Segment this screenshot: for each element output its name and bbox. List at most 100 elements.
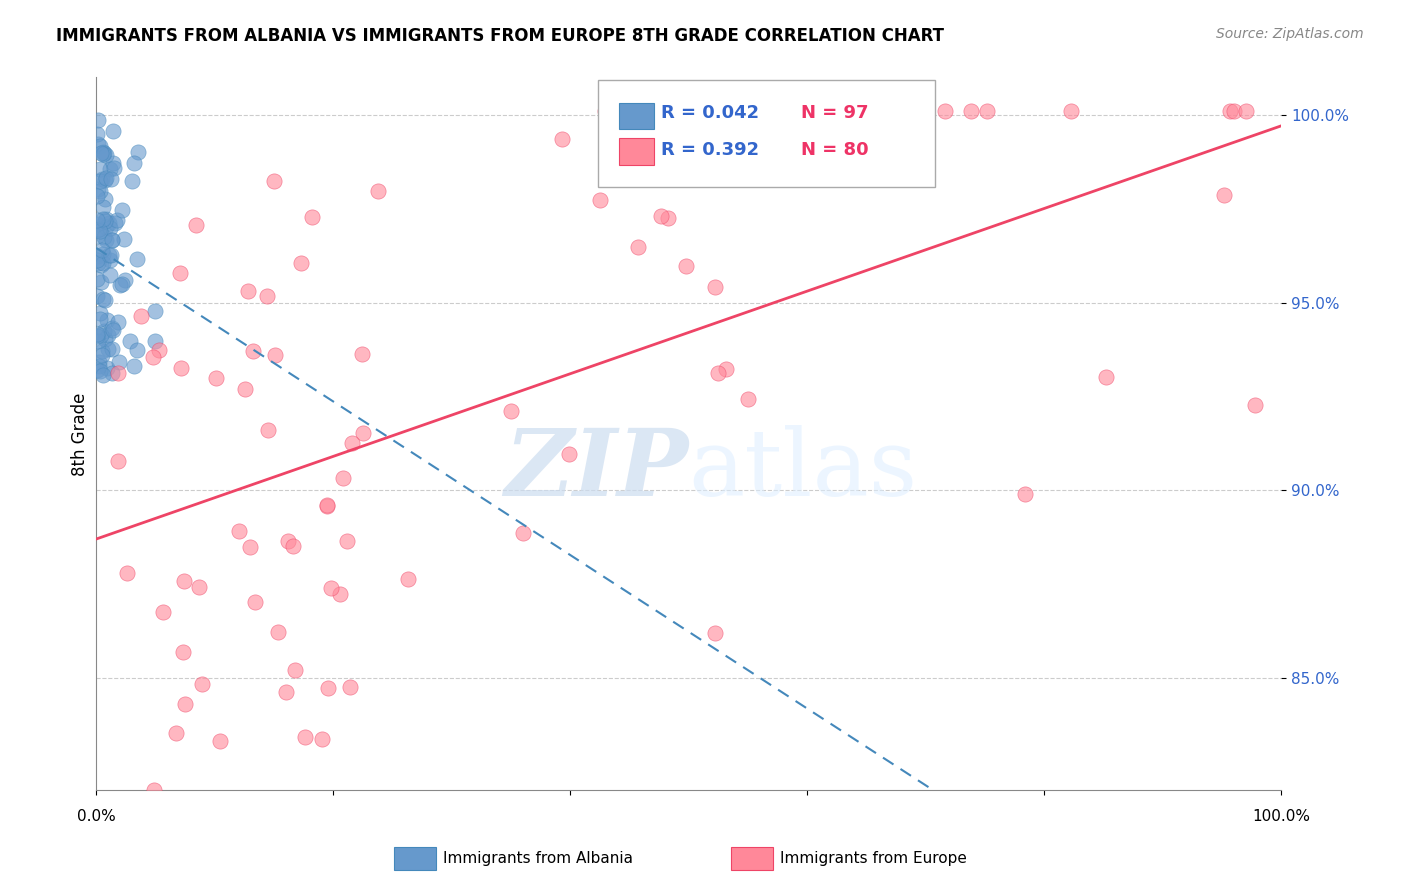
Point xyxy=(86,188,108,202)
Point xyxy=(87,222,110,236)
Point xyxy=(209,734,232,748)
Point xyxy=(675,260,697,274)
Point xyxy=(89,184,111,198)
Point xyxy=(172,645,194,659)
Point xyxy=(91,348,114,362)
Point xyxy=(91,145,114,159)
Point xyxy=(959,104,981,119)
Point xyxy=(86,212,108,227)
Point xyxy=(94,173,117,187)
Point xyxy=(87,182,110,196)
Point xyxy=(108,277,131,292)
Point xyxy=(190,677,212,691)
Point xyxy=(148,343,170,357)
Point xyxy=(122,359,145,373)
Point xyxy=(311,731,333,746)
Point xyxy=(93,293,115,307)
Point xyxy=(86,217,108,231)
Point xyxy=(98,252,121,267)
Point xyxy=(976,104,998,119)
Point xyxy=(98,268,121,282)
Point xyxy=(329,587,352,601)
Point xyxy=(319,581,342,595)
Point xyxy=(93,255,115,269)
Point xyxy=(86,228,108,243)
Point xyxy=(90,328,112,343)
Point xyxy=(120,334,142,348)
Point xyxy=(332,471,354,485)
Point xyxy=(97,342,120,356)
Point xyxy=(340,436,363,450)
Point xyxy=(336,533,359,548)
Point xyxy=(96,148,118,162)
Point xyxy=(499,404,522,418)
Point xyxy=(1095,370,1118,384)
Point xyxy=(1243,398,1265,412)
Point xyxy=(352,425,374,440)
Point xyxy=(90,171,112,186)
Text: Immigrants from Europe: Immigrants from Europe xyxy=(780,852,967,866)
Point xyxy=(89,312,111,326)
Point xyxy=(89,359,111,374)
Point xyxy=(91,292,114,306)
Point xyxy=(143,304,166,318)
Point xyxy=(256,289,278,303)
Point xyxy=(94,192,117,206)
Point xyxy=(86,137,108,152)
Point xyxy=(86,127,108,141)
Point xyxy=(94,214,117,228)
Point xyxy=(103,161,125,175)
Point xyxy=(98,248,121,262)
Point xyxy=(1212,187,1234,202)
Point xyxy=(89,174,111,188)
Point xyxy=(236,284,259,298)
Point xyxy=(367,184,389,198)
Point xyxy=(186,218,208,232)
Point xyxy=(294,730,316,744)
Point xyxy=(114,273,136,287)
Point xyxy=(290,255,312,269)
Text: N = 80: N = 80 xyxy=(801,141,869,159)
Point xyxy=(589,193,612,207)
Point xyxy=(93,145,115,160)
Point xyxy=(551,131,574,145)
Point xyxy=(233,382,256,396)
Point xyxy=(127,343,149,357)
Point xyxy=(143,783,166,797)
Text: IMMIGRANTS FROM ALBANIA VS IMMIGRANTS FROM EUROPE 8TH GRADE CORRELATION CHART: IMMIGRANTS FROM ALBANIA VS IMMIGRANTS FR… xyxy=(56,27,945,45)
Point xyxy=(89,306,111,320)
Point xyxy=(1219,104,1241,119)
Point xyxy=(122,156,145,170)
Point xyxy=(101,124,124,138)
Point xyxy=(101,342,124,356)
Point xyxy=(256,423,278,437)
Point xyxy=(627,240,650,254)
Point xyxy=(91,200,114,214)
Point xyxy=(595,104,617,119)
Point xyxy=(91,147,114,161)
Point xyxy=(125,252,148,267)
Point xyxy=(94,211,117,226)
Point xyxy=(737,392,759,406)
Point xyxy=(93,324,115,338)
Point xyxy=(98,216,121,230)
Point xyxy=(276,685,298,699)
Text: Immigrants from Albania: Immigrants from Albania xyxy=(443,852,633,866)
Point xyxy=(281,539,304,553)
Point xyxy=(90,258,112,272)
Point xyxy=(263,173,285,187)
Point xyxy=(714,361,737,376)
Point xyxy=(187,580,209,594)
Point xyxy=(97,328,120,343)
Point xyxy=(86,252,108,267)
Point xyxy=(129,309,152,323)
Point xyxy=(94,332,117,346)
Point xyxy=(94,171,117,186)
Point xyxy=(104,216,127,230)
Point xyxy=(101,233,124,247)
Point xyxy=(174,697,197,711)
Point xyxy=(301,211,323,225)
Point xyxy=(127,145,149,159)
Point xyxy=(141,350,163,364)
Point xyxy=(87,256,110,270)
